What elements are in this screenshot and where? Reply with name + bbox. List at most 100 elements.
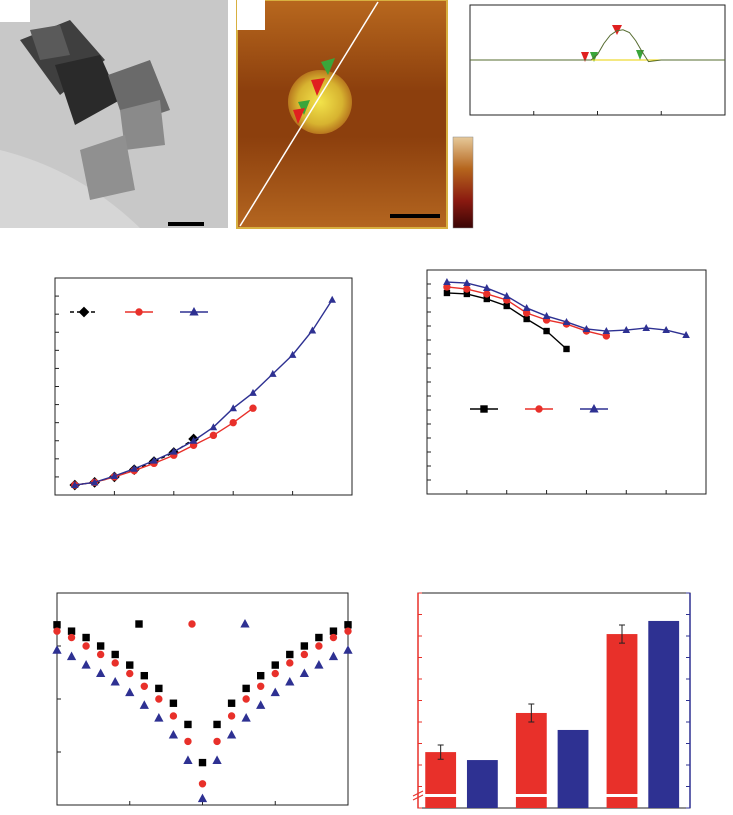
marker — [503, 302, 510, 310]
marker — [288, 350, 297, 358]
marker — [197, 793, 208, 803]
marker — [96, 668, 106, 678]
marker — [522, 303, 531, 311]
marker — [227, 699, 236, 707]
marker — [315, 642, 323, 650]
marker — [170, 447, 178, 455]
marker — [155, 684, 163, 693]
marker — [328, 295, 336, 303]
marker — [168, 729, 179, 739]
marker — [480, 405, 488, 413]
bar — [557, 729, 589, 808]
marker — [249, 404, 257, 412]
marker — [126, 669, 134, 678]
marker — [562, 317, 571, 325]
marker — [502, 292, 511, 300]
marker — [543, 327, 550, 335]
series-line — [74, 407, 254, 486]
bar — [648, 620, 680, 808]
marker — [125, 687, 135, 697]
marker — [135, 308, 143, 316]
marker — [198, 780, 207, 788]
marker — [589, 403, 599, 413]
error-bar — [437, 744, 444, 760]
error-bar — [528, 703, 535, 723]
series-line — [470, 29, 725, 63]
marker — [183, 755, 193, 764]
marker — [523, 315, 530, 323]
marker — [256, 700, 266, 709]
bar — [425, 752, 457, 808]
axis-break-mark — [412, 790, 424, 801]
marker — [209, 431, 218, 440]
marker — [257, 671, 265, 680]
marker — [242, 684, 250, 693]
marker — [314, 660, 324, 669]
marker — [563, 345, 570, 353]
marker — [299, 668, 309, 678]
marker — [535, 405, 543, 413]
marker — [343, 645, 353, 654]
marker — [111, 650, 119, 659]
plot-frame — [54, 277, 353, 496]
marker — [285, 676, 295, 686]
marker — [188, 620, 196, 628]
marker — [78, 306, 90, 318]
marker — [308, 326, 317, 334]
marker — [212, 755, 222, 764]
marker — [271, 669, 279, 678]
series-line — [74, 438, 194, 486]
marker — [150, 456, 158, 464]
marker — [53, 627, 61, 635]
marker — [443, 289, 451, 297]
marker — [229, 404, 237, 412]
marker — [110, 472, 119, 480]
series-line — [74, 299, 333, 486]
marker — [189, 436, 198, 444]
marker — [111, 659, 119, 667]
marker — [270, 687, 280, 697]
bar — [466, 760, 498, 808]
marker — [66, 651, 77, 661]
marker — [96, 650, 105, 659]
marker — [328, 651, 339, 661]
plot-frame — [426, 269, 707, 495]
marker — [463, 279, 471, 287]
marker — [82, 642, 90, 650]
marker — [53, 621, 61, 629]
bar — [515, 712, 547, 808]
marker — [682, 330, 690, 338]
marker — [213, 720, 221, 729]
marker — [155, 695, 163, 703]
marker — [227, 712, 236, 720]
marker — [542, 312, 551, 320]
marker — [154, 713, 164, 722]
marker — [300, 642, 309, 650]
marker — [81, 660, 91, 669]
marker — [67, 627, 76, 635]
marker — [642, 323, 651, 331]
axis-break — [605, 794, 639, 797]
marker — [140, 682, 149, 690]
marker — [269, 369, 277, 377]
bar — [606, 634, 638, 808]
marker — [622, 326, 631, 334]
marker — [286, 650, 294, 659]
marker — [169, 699, 178, 707]
tem-image — [0, 0, 228, 228]
marker — [443, 278, 451, 286]
marker — [463, 285, 471, 293]
marker — [198, 758, 207, 767]
marker — [52, 645, 62, 654]
marker — [249, 388, 257, 396]
marker — [602, 327, 611, 335]
marker — [344, 621, 352, 629]
marker — [315, 633, 323, 642]
marker — [240, 618, 250, 628]
marker — [482, 284, 491, 292]
axis-break — [424, 794, 458, 797]
marker — [90, 478, 99, 486]
marker — [189, 306, 199, 316]
marker — [344, 627, 352, 635]
